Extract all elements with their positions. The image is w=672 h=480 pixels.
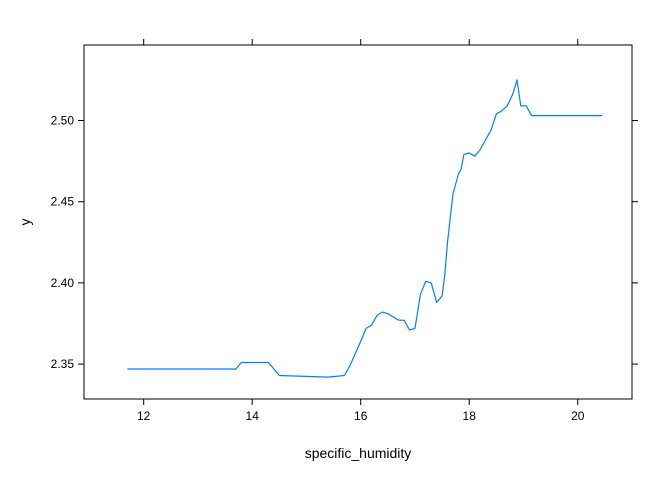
y-tick-label: 2.40 (51, 276, 75, 290)
x-tick-label: 12 (137, 409, 151, 423)
axis-ticks: 12 14 16 18 20 2.35 2.40 2.45 2.50 (51, 39, 638, 423)
y-tick-label: 2.35 (51, 357, 75, 371)
x-tick-label: 18 (463, 409, 477, 423)
y-tick-label: 2.50 (51, 114, 75, 128)
x-tick-label: 14 (246, 409, 260, 423)
series-layer (127, 79, 603, 378)
series-line (127, 79, 603, 378)
plot-frame (83, 44, 633, 400)
x-tick-label: 20 (571, 409, 585, 423)
x-tick-label: 16 (354, 409, 368, 423)
y-axis-title: y (17, 219, 33, 226)
x-axis-title: specific_humidity (305, 445, 412, 461)
y-tick-label: 2.45 (51, 195, 75, 209)
